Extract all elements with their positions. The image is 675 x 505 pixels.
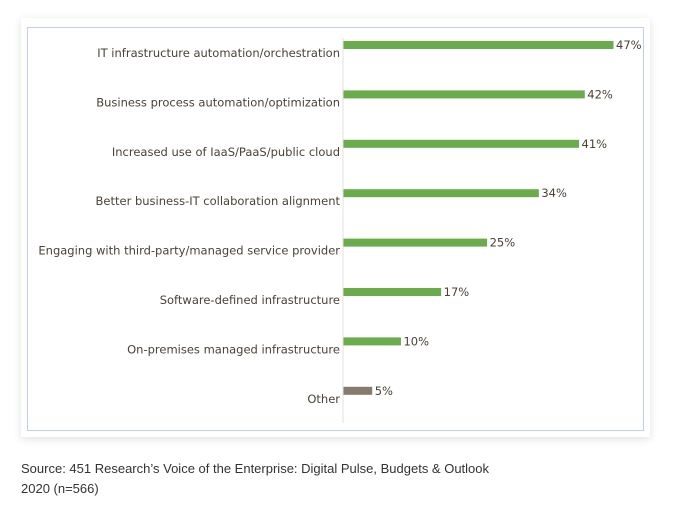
bar — [343, 139, 580, 148]
data-label: 17% — [444, 285, 470, 299]
bar — [343, 90, 585, 99]
category-label: On-premises managed infrastructure — [127, 342, 340, 356]
data-label: 10% — [403, 334, 429, 348]
data-label: 5% — [375, 384, 393, 398]
category-label: Better business-IT collaboration alignme… — [96, 194, 341, 208]
data-label: 47% — [616, 38, 642, 52]
source-caption: Source: 451 Research’s Voice of the Ente… — [21, 461, 490, 496]
bar — [343, 288, 442, 296]
category-label: Other — [307, 392, 340, 406]
chart-frame — [27, 27, 644, 431]
bar — [343, 238, 488, 247]
data-label: 42% — [587, 87, 613, 101]
category-label: IT infrastructure automation/orchestrati… — [97, 46, 340, 60]
bar — [343, 386, 373, 395]
category-label: Business process automation/optimization — [96, 95, 340, 109]
chart-card — [21, 18, 650, 437]
data-label: 34% — [541, 186, 567, 200]
bar — [343, 41, 614, 49]
data-label: 25% — [490, 236, 516, 250]
category-label: Increased use of IaaS/PaaS/public cloud — [112, 145, 340, 159]
bar — [343, 189, 539, 198]
category-label: Software-defined infrastructure — [160, 293, 340, 307]
data-label: 41% — [582, 137, 608, 151]
bar — [343, 337, 401, 346]
category-label: Engaging with third-party/managed servic… — [38, 244, 340, 258]
